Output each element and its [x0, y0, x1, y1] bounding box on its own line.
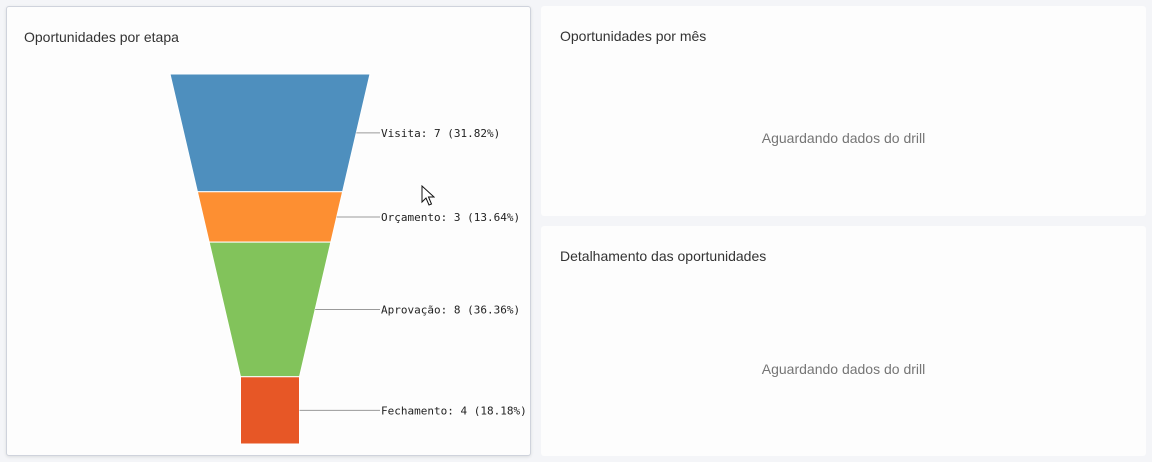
funnel-segment-0[interactable]: [169, 73, 371, 193]
detail-placeholder: Aguardando dados do drill: [761, 361, 926, 377]
month-placeholder: Aguardando dados do drill: [761, 130, 926, 146]
funnel-panel-title: Oportunidades por etapa: [24, 29, 179, 45]
mouse-cursor-icon: [421, 185, 435, 206]
funnel-label-3: Fechamento: 4 (18.18%): [381, 404, 527, 417]
month-panel: Oportunidades por mês Aguardando dados d…: [541, 6, 1146, 216]
funnel-segment-3[interactable]: [240, 376, 300, 445]
funnel-label-2: Aprovação: 8 (36.36%): [381, 303, 520, 316]
funnel-panel: Oportunidades por etapa Visita: 7 (31.82…: [6, 6, 531, 456]
funnel-segment-2[interactable]: [208, 241, 332, 378]
month-panel-title: Oportunidades por mês: [560, 28, 707, 44]
funnel-label-1: Orçamento: 3 (13.64%): [381, 211, 520, 224]
detail-panel: Detalhamento das oportunidades Aguardand…: [541, 226, 1146, 456]
funnel-chart: Visita: 7 (31.82%) Orçamento: 3 (13.64%) A…: [169, 73, 527, 445]
detail-panel-title: Detalhamento das oportunidades: [560, 248, 767, 264]
funnel-label-0: Visita: 7 (31.82%): [381, 127, 500, 140]
funnel-segment-1[interactable]: [196, 191, 344, 243]
